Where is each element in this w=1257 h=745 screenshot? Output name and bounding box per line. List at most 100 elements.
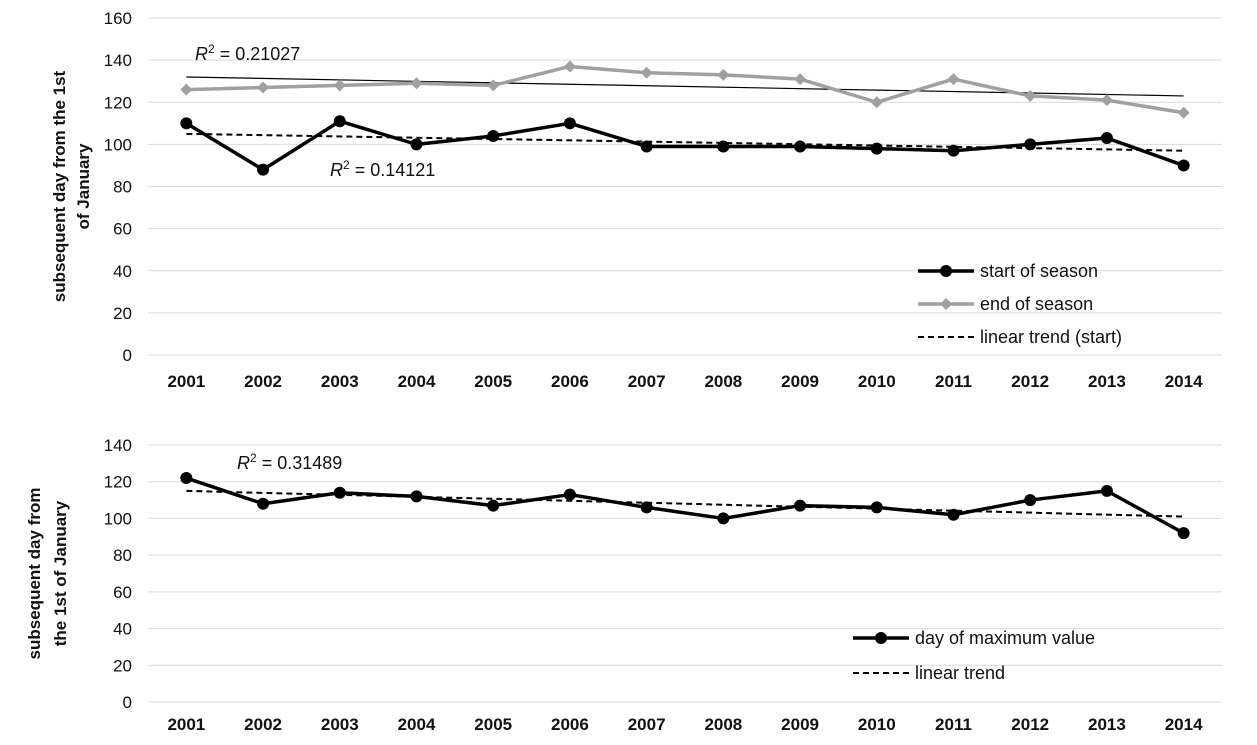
data-point: [563, 60, 576, 73]
y-tick-label: 140: [104, 51, 132, 70]
y-tick-label: 140: [104, 436, 132, 455]
superscript: 2: [343, 158, 350, 172]
data-point: [640, 66, 653, 79]
legend-label: linear trend (start): [980, 327, 1122, 347]
trendline-dashed: [186, 489, 1184, 518]
data-point: [947, 73, 960, 86]
data-point: [1100, 94, 1113, 107]
data-point: [410, 490, 423, 503]
data-point: [717, 68, 730, 81]
data-point: [487, 79, 500, 92]
y-tick-label: 100: [104, 135, 132, 154]
series-line: [185, 119, 1185, 172]
data-point: [487, 499, 500, 512]
y-axis-label-line: subsequent day from: [25, 488, 44, 660]
data-point: [410, 138, 423, 151]
data-point: [180, 117, 193, 130]
legend-marker: [940, 298, 952, 310]
y-tick-label: 80: [113, 178, 132, 197]
series-line: [185, 476, 1185, 535]
legend-label: start of season: [980, 261, 1098, 281]
data-point: [640, 501, 653, 514]
data-point: [870, 142, 883, 155]
superscript: 2: [208, 42, 215, 56]
data-point: [563, 117, 576, 130]
x-tick-label: 2004: [398, 715, 436, 734]
legend-label: day of maximum value: [915, 628, 1095, 648]
data-point: [563, 488, 576, 501]
data-point: [870, 501, 883, 514]
legend-marker: [875, 632, 887, 644]
data-point: [947, 144, 960, 157]
data-point: [487, 129, 500, 142]
data-point: [1024, 89, 1037, 102]
x-tick-label: 2005: [474, 372, 512, 391]
superscript: 2: [250, 451, 257, 465]
legend: day of maximum value linear trend: [853, 628, 1095, 683]
data-point: [870, 96, 883, 109]
x-tick-label: 2012: [1011, 715, 1049, 734]
x-tick-label: 2008: [704, 715, 742, 734]
data-point: [794, 73, 807, 86]
y-tick-label: 20: [113, 304, 132, 323]
y-tick-label: 60: [113, 220, 132, 239]
data-point: [180, 472, 193, 485]
legend-label: linear trend: [915, 663, 1005, 683]
y-axis-label: subsequent day from the 1st of January: [25, 488, 70, 660]
r-symbol: R: [237, 453, 250, 473]
r-squared-value: = 0.14121: [350, 160, 436, 180]
y-tick-label: 20: [113, 656, 132, 675]
trendline-dashed: [186, 132, 1184, 152]
x-tick-label: 2006: [551, 715, 589, 734]
y-tick-label: 60: [113, 583, 132, 602]
x-tick-label: 2002: [244, 715, 282, 734]
x-tick-label: 2010: [858, 715, 896, 734]
data-point: [180, 83, 193, 96]
x-tick-label: 2012: [1011, 372, 1049, 391]
y-tick-label: 120: [104, 93, 132, 112]
x-tick-label: 2004: [398, 372, 436, 391]
y-axis-label-line: of January: [74, 143, 93, 230]
data-point: [794, 140, 807, 153]
data-point: [333, 79, 346, 92]
data-point: [257, 163, 270, 176]
x-tick-label: 2011: [935, 372, 972, 391]
y-axis-label: subsequent day from the 1st of January: [50, 70, 93, 302]
data-point: [257, 497, 270, 510]
data-point: [947, 508, 960, 521]
legend-marker: [940, 265, 952, 277]
x-tick-label: 2014: [1165, 715, 1203, 734]
r-squared-value: = 0.21027: [215, 44, 301, 64]
x-tick-label: 2009: [781, 715, 819, 734]
data-point: [717, 140, 730, 153]
x-tick-label: 2007: [628, 372, 666, 391]
x-tick-label: 2003: [321, 715, 359, 734]
x-tick-label: 2013: [1088, 372, 1126, 391]
data-point: [640, 140, 653, 153]
y-tick-label: 40: [113, 620, 132, 639]
data-point: [1100, 484, 1113, 497]
r-symbol: R: [195, 44, 208, 64]
data-point: [1177, 527, 1190, 540]
data-point: [410, 77, 423, 90]
y-tick-label: 0: [123, 346, 132, 365]
x-tick-label: 2013: [1088, 715, 1126, 734]
x-tick-label: 2011: [935, 715, 972, 734]
x-tick-label: 2001: [167, 715, 205, 734]
data-point: [1024, 494, 1037, 507]
x-tick-label: 2006: [551, 372, 589, 391]
data-point: [1100, 132, 1113, 145]
x-tick-label: 2008: [704, 372, 742, 391]
data-point: [333, 486, 346, 499]
y-tick-label: 40: [113, 262, 132, 281]
series-line: [186, 64, 1184, 115]
y-axis-label-line: subsequent day from the 1st: [50, 70, 69, 302]
x-tick-label: 2002: [244, 372, 282, 391]
y-tick-label: 120: [104, 473, 132, 492]
x-tick-label: 2009: [781, 372, 819, 391]
y-axis-label-line: the 1st of January: [51, 500, 70, 646]
r-squared-value: = 0.31489: [257, 453, 343, 473]
y-tick-label: 160: [104, 9, 132, 28]
x-tick-label: 2010: [858, 372, 896, 391]
